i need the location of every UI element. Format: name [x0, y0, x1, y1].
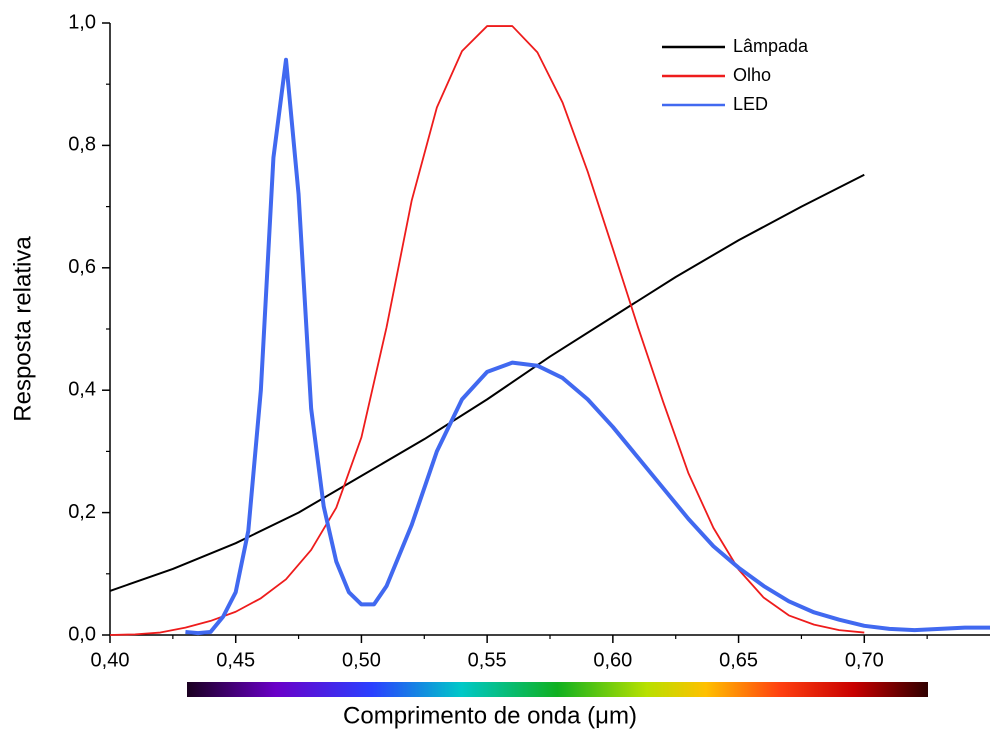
- y-tick-label: 0,4: [68, 378, 96, 400]
- y-tick-label: 0,0: [68, 623, 96, 645]
- y-tick-label: 0,2: [68, 501, 96, 523]
- x-tick-label: 0,70: [845, 649, 884, 671]
- x-tick-label: 0,40: [91, 649, 130, 671]
- spectrum-bar: [187, 682, 928, 697]
- legend-label: Olho: [733, 65, 771, 85]
- x-tick-label: 0,45: [216, 649, 255, 671]
- x-tick-label: 0,50: [342, 649, 381, 671]
- series-line: [109, 25, 865, 636]
- legend-label: LED: [733, 94, 768, 114]
- y-axis-label: Resposta relativa: [9, 236, 36, 422]
- y-tick-label: 1,0: [68, 11, 96, 33]
- series-line: [109, 173, 865, 592]
- series-line: [185, 57, 990, 636]
- x-tick-label: 0,55: [468, 649, 507, 671]
- x-tick-label: 0,65: [719, 649, 758, 671]
- y-tick-label: 0,8: [68, 134, 96, 156]
- x-tick-label: 0,60: [593, 649, 632, 671]
- y-tick-label: 0,6: [68, 256, 96, 278]
- legend-label: Lâmpada: [733, 36, 809, 56]
- x-axis-label: Comprimento de onda (μm): [343, 702, 637, 729]
